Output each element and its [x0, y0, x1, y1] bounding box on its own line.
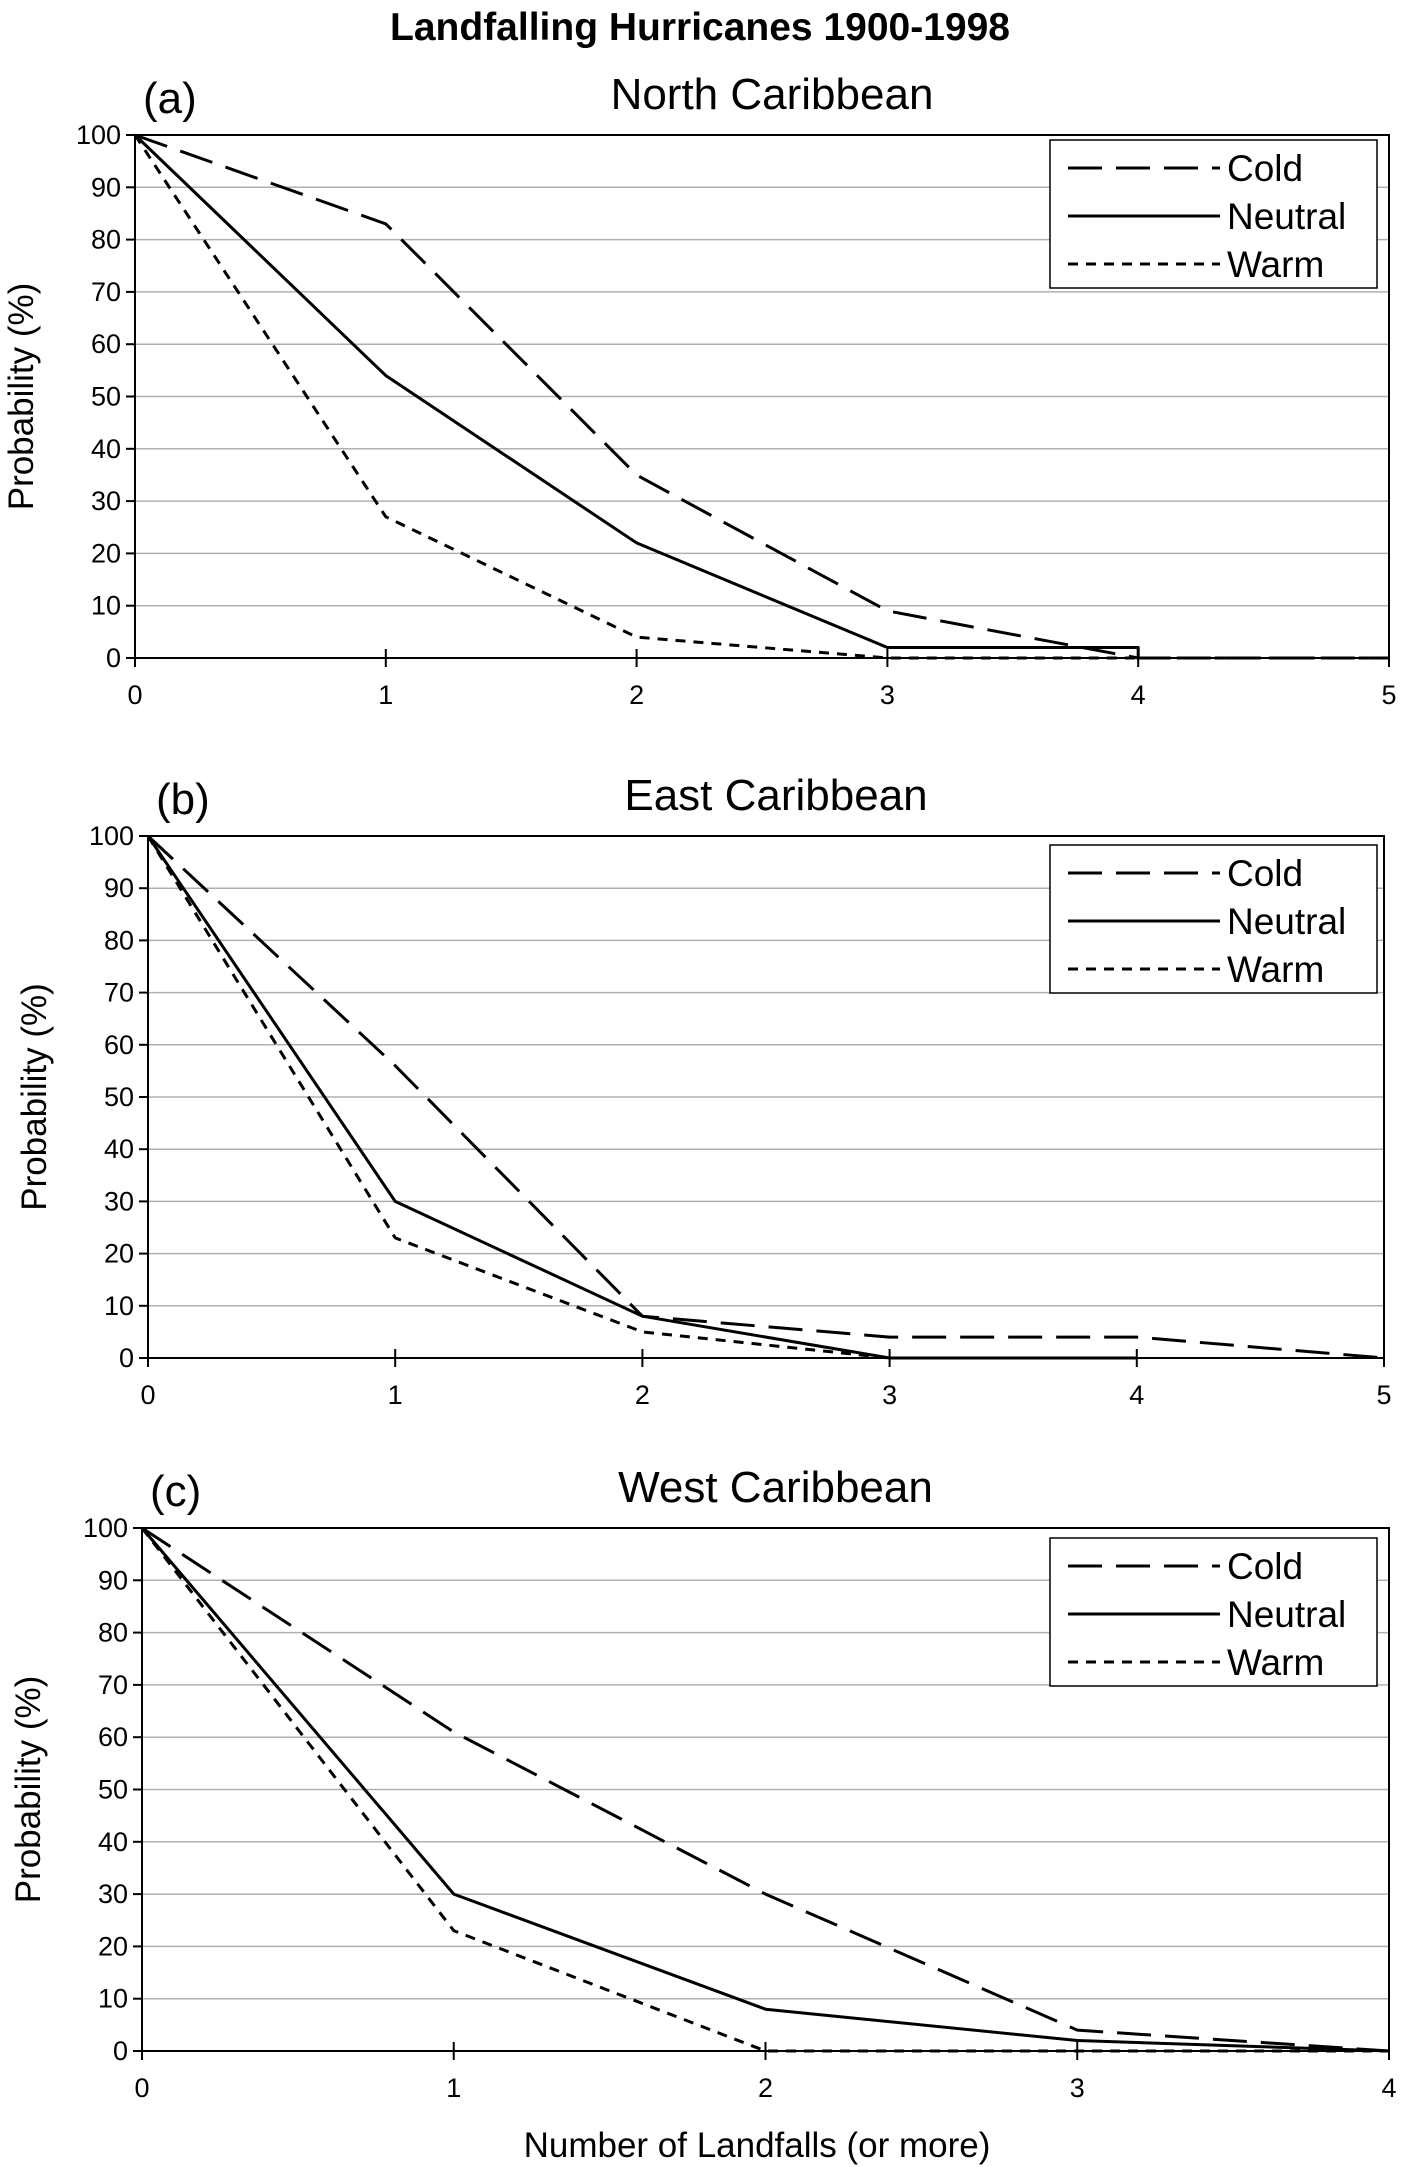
x-tick-label: 2 [758, 2073, 773, 2103]
x-tick-label: 4 [1129, 1380, 1144, 1410]
plot-area [141, 1527, 1390, 2052]
panel-label: (b) [156, 775, 210, 824]
y-tick-label: 100 [76, 120, 121, 150]
y-tick-label: 100 [89, 821, 134, 851]
y-tick-label: 20 [98, 1931, 128, 1961]
series-line-warm [146, 835, 1137, 1360]
plot-area [147, 835, 1385, 1359]
y-tick-label: 0 [113, 2036, 128, 2066]
x-tick-label: 1 [388, 1380, 403, 1410]
y-tick-label: 0 [119, 1343, 134, 1373]
legend-label: Neutral [1227, 901, 1346, 942]
y-tick-label: 30 [104, 1186, 134, 1216]
y-tick-label: 50 [98, 1775, 128, 1805]
y-tick-label: 90 [91, 172, 121, 202]
y-tick-label: 70 [91, 277, 121, 307]
y-tick-label: 10 [91, 591, 121, 621]
x-tick-label: 3 [880, 680, 895, 710]
y-axis-title: Probability (%) [9, 1676, 48, 1904]
series-line-neutral [140, 1527, 1390, 2053]
x-tick-label: 5 [1381, 680, 1396, 710]
x-tick-label: 0 [140, 1380, 155, 1410]
y-tick-label: 100 [83, 1513, 128, 1543]
panel-2: 0 10 20 30 40 50 60 70 80 90 100 0 1 2 3 4 5 East Caribbe… [15, 771, 1392, 1410]
legend-label: Warm [1227, 244, 1324, 285]
panel-title: North Caribbean [611, 70, 934, 119]
legend-label: Neutral [1227, 196, 1346, 237]
panel-label: (a) [143, 74, 197, 123]
y-tick-label: 80 [98, 1618, 128, 1648]
y-tick-label: 30 [98, 1879, 128, 1909]
y-axis-title: Probability (%) [15, 983, 54, 1211]
legend-label: Neutral [1227, 1594, 1346, 1635]
y-tick-label: 60 [91, 329, 121, 359]
x-axis-title: Number of Landfalls (or more) [524, 2126, 991, 2165]
figure-title: Landfalling Hurricanes 1900-1998 [390, 6, 1010, 49]
plot-area [134, 134, 1390, 659]
panel-title: West Caribbean [618, 1463, 933, 1512]
legend: Cold Neutral Warm [1049, 844, 1378, 994]
legend: Cold Neutral Warm [1049, 139, 1378, 289]
legend-label: Warm [1227, 949, 1324, 990]
series-line-cold [141, 1526, 1390, 2053]
x-tick-label: 2 [629, 680, 644, 710]
y-tick-label: 20 [104, 1239, 134, 1269]
y-tick-label: 80 [104, 925, 134, 955]
legend-label: Cold [1227, 148, 1303, 189]
x-tick-label: 0 [134, 2073, 149, 2103]
y-tick-label: 30 [91, 486, 121, 516]
y-tick-label: 70 [98, 1670, 128, 1700]
y-tick-label: 40 [98, 1827, 128, 1857]
y-tick-label: 40 [91, 434, 121, 464]
x-tick-label: 4 [1131, 680, 1146, 710]
x-tick-label: 0 [127, 680, 142, 710]
y-tick-label: 80 [91, 225, 121, 255]
series-line-neutral [133, 133, 1140, 658]
y-tick-label: 0 [106, 643, 121, 673]
y-tick-label: 90 [98, 1565, 128, 1595]
x-tick-label: 5 [1376, 1380, 1391, 1410]
series-line-warm [133, 134, 1389, 660]
y-tick-label: 50 [91, 382, 121, 412]
y-tick-label: 10 [104, 1291, 134, 1321]
legend-label: Cold [1227, 1546, 1303, 1587]
legend: Cold Neutral Warm [1049, 1537, 1378, 1687]
legend-label: Warm [1227, 1642, 1324, 1683]
series-line-cold [146, 834, 1385, 1360]
y-tick-label: 60 [98, 1722, 128, 1752]
x-tick-label: 3 [1070, 2073, 1085, 2103]
y-tick-label: 10 [98, 1984, 128, 2014]
y-tick-label: 90 [104, 873, 134, 903]
y-tick-label: 50 [104, 1082, 134, 1112]
panel-label: (c) [150, 1467, 201, 1516]
x-tick-label: 4 [1381, 2073, 1396, 2103]
panel-1: 0 10 20 30 40 50 60 70 80 90 100 0 1 2 3 4 5 North Caribb… [2, 70, 1397, 710]
panel-3: 0 10 20 30 40 50 60 70 80 90 100 0 1 2 3 4 West Caribbea… [9, 1463, 1397, 2103]
panel-title: East Caribbean [624, 771, 927, 820]
y-tick-label: 40 [104, 1134, 134, 1164]
x-tick-label: 2 [635, 1380, 650, 1410]
legend-label: Cold [1227, 853, 1303, 894]
y-tick-label: 60 [104, 1030, 134, 1060]
x-tick-label: 3 [882, 1380, 897, 1410]
x-tick-label: 1 [378, 680, 393, 710]
y-tick-label: 20 [91, 538, 121, 568]
y-tick-label: 70 [104, 978, 134, 1008]
y-axis-title: Probability (%) [2, 283, 41, 511]
x-tick-label: 1 [446, 2073, 461, 2103]
